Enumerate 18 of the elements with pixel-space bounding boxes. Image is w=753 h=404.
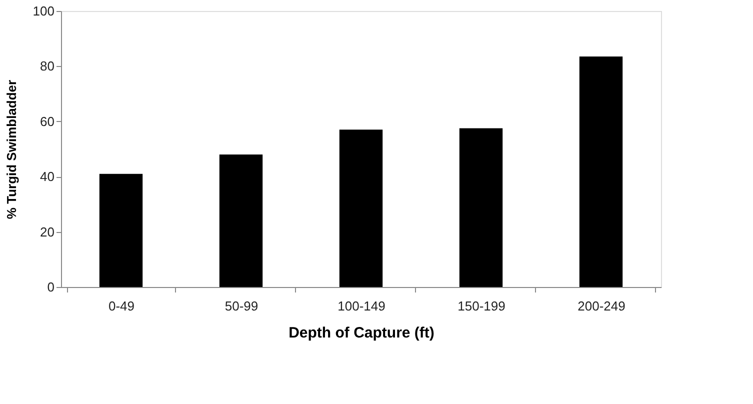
y-tick-label: 60 — [40, 114, 54, 129]
x-tick-label: 150-199 — [458, 298, 506, 314]
x-tick-label: 100-149 — [338, 298, 386, 314]
x-tick-label: 200-249 — [578, 298, 626, 314]
x-tick-label: 50-99 — [224, 298, 258, 314]
bar — [339, 130, 383, 287]
bar — [579, 56, 623, 287]
x-tick-label: 0-49 — [108, 298, 135, 314]
bar — [99, 174, 143, 287]
y-tick-label: 80 — [40, 58, 54, 74]
x-axis-title: Depth of Capture (ft) — [288, 324, 434, 342]
bar — [459, 128, 503, 287]
y-tick-label: 0 — [47, 280, 54, 294]
bar — [219, 154, 263, 287]
y-tick-label: 20 — [40, 224, 54, 240]
y-tick-label: 40 — [40, 169, 54, 184]
y-axis-title: % Turgid Swimbladder — [4, 80, 19, 220]
y-tick-label: 100 — [32, 4, 54, 18]
